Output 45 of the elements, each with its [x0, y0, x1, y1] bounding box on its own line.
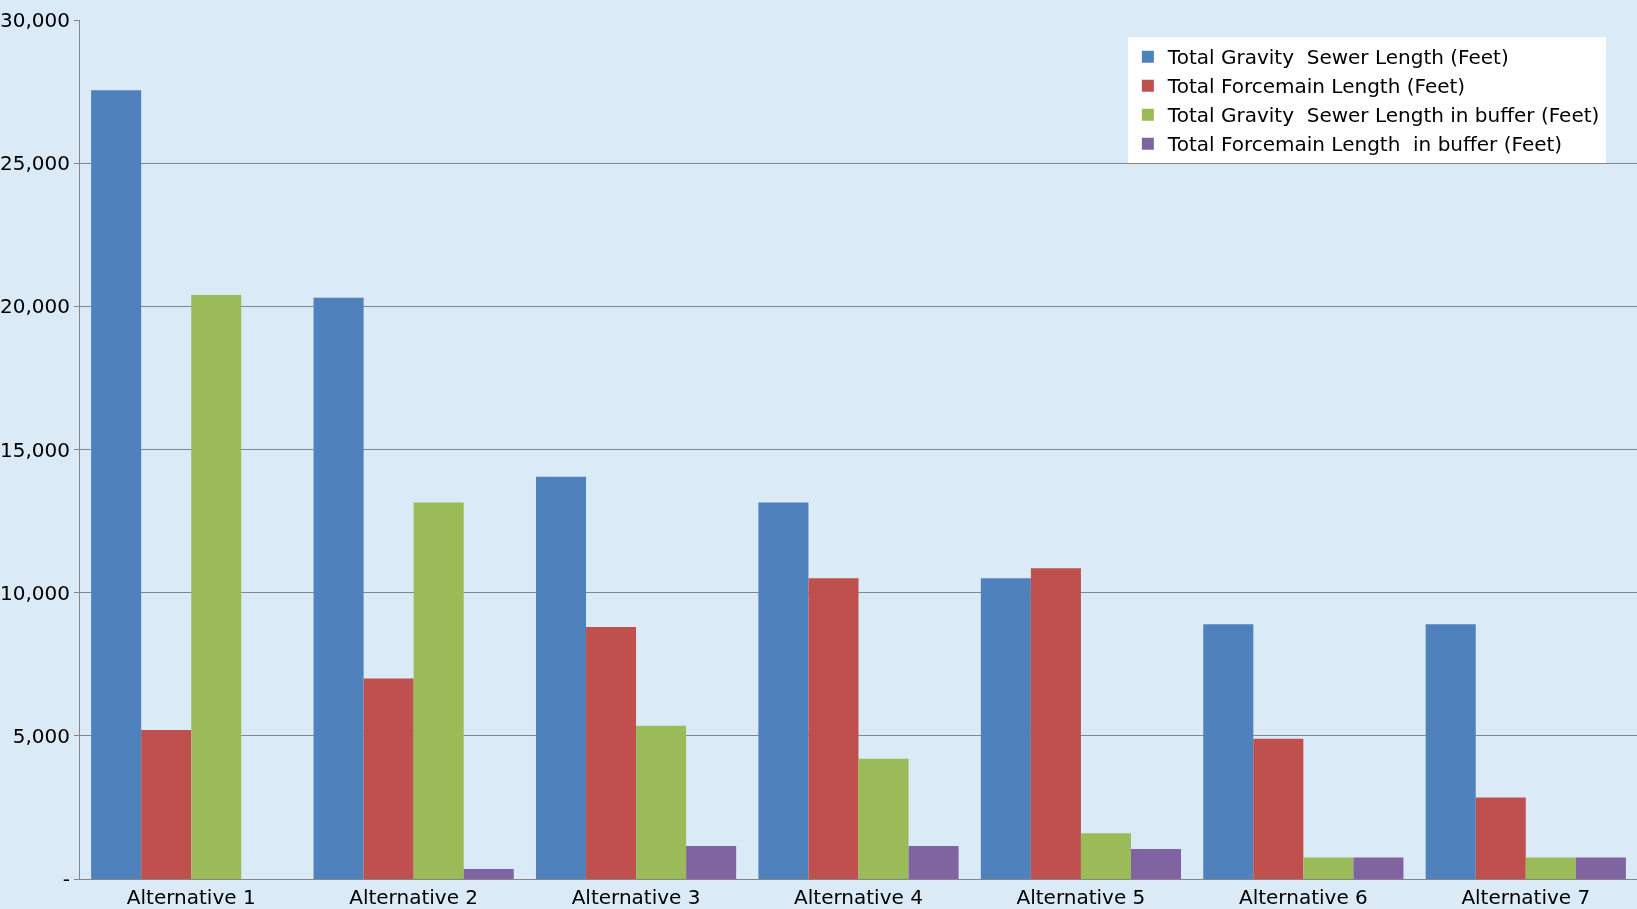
bar — [1303, 857, 1354, 879]
legend-label: Total Gravity Sewer Length in buffer (Feet) — [1166, 103, 1600, 128]
bar — [141, 730, 192, 879]
bar — [1203, 624, 1254, 879]
bar — [91, 90, 142, 879]
y-tick-label: 25,000 — [0, 151, 70, 176]
bar — [463, 868, 514, 879]
bar — [686, 846, 737, 879]
bar — [1475, 797, 1526, 879]
bar — [1425, 624, 1476, 879]
legend-label: Total Forcemain Length in buffer (Feet) — [1166, 132, 1563, 157]
y-tick-label: 5,000 — [12, 723, 70, 748]
bar — [1353, 857, 1404, 879]
x-tick-label: Alternative 5 — [1016, 885, 1146, 909]
bar — [191, 294, 242, 879]
bar — [363, 678, 414, 879]
y-tick-label: - — [62, 867, 70, 891]
x-tick-label: Alternative 2 — [349, 885, 479, 909]
y-tick-label: 20,000 — [0, 294, 70, 319]
bar — [1253, 738, 1304, 879]
bar — [586, 627, 637, 879]
bar — [980, 578, 1031, 879]
bar — [535, 476, 587, 879]
bar — [313, 297, 364, 879]
y-tick-label: 30,000 — [0, 8, 70, 32]
x-tick-label: Alternative 7 — [1461, 885, 1591, 909]
bar — [1030, 568, 1081, 879]
y-tick-label: 10,000 — [0, 580, 70, 605]
bar — [1080, 833, 1131, 879]
x-tick-label: Alternative 1 — [126, 885, 256, 909]
y-tick-label: 15,000 — [0, 437, 70, 462]
x-tick-label: Alternative 4 — [794, 885, 923, 909]
bar — [413, 502, 464, 879]
bar — [908, 846, 959, 879]
x-tick-label: Alternative 6 — [1238, 885, 1368, 909]
x-tick-label: Alternative 3 — [571, 885, 701, 909]
bar — [1525, 857, 1576, 879]
bar — [808, 578, 859, 879]
bar — [636, 725, 687, 879]
legend-label: Total Forcemain Length (Feet) — [1166, 74, 1466, 99]
legend-label: Total Gravity Sewer Length (Feet) — [1166, 45, 1509, 70]
bar — [858, 758, 909, 879]
bar — [1575, 857, 1626, 879]
bar — [758, 502, 809, 879]
bar — [1130, 848, 1182, 879]
